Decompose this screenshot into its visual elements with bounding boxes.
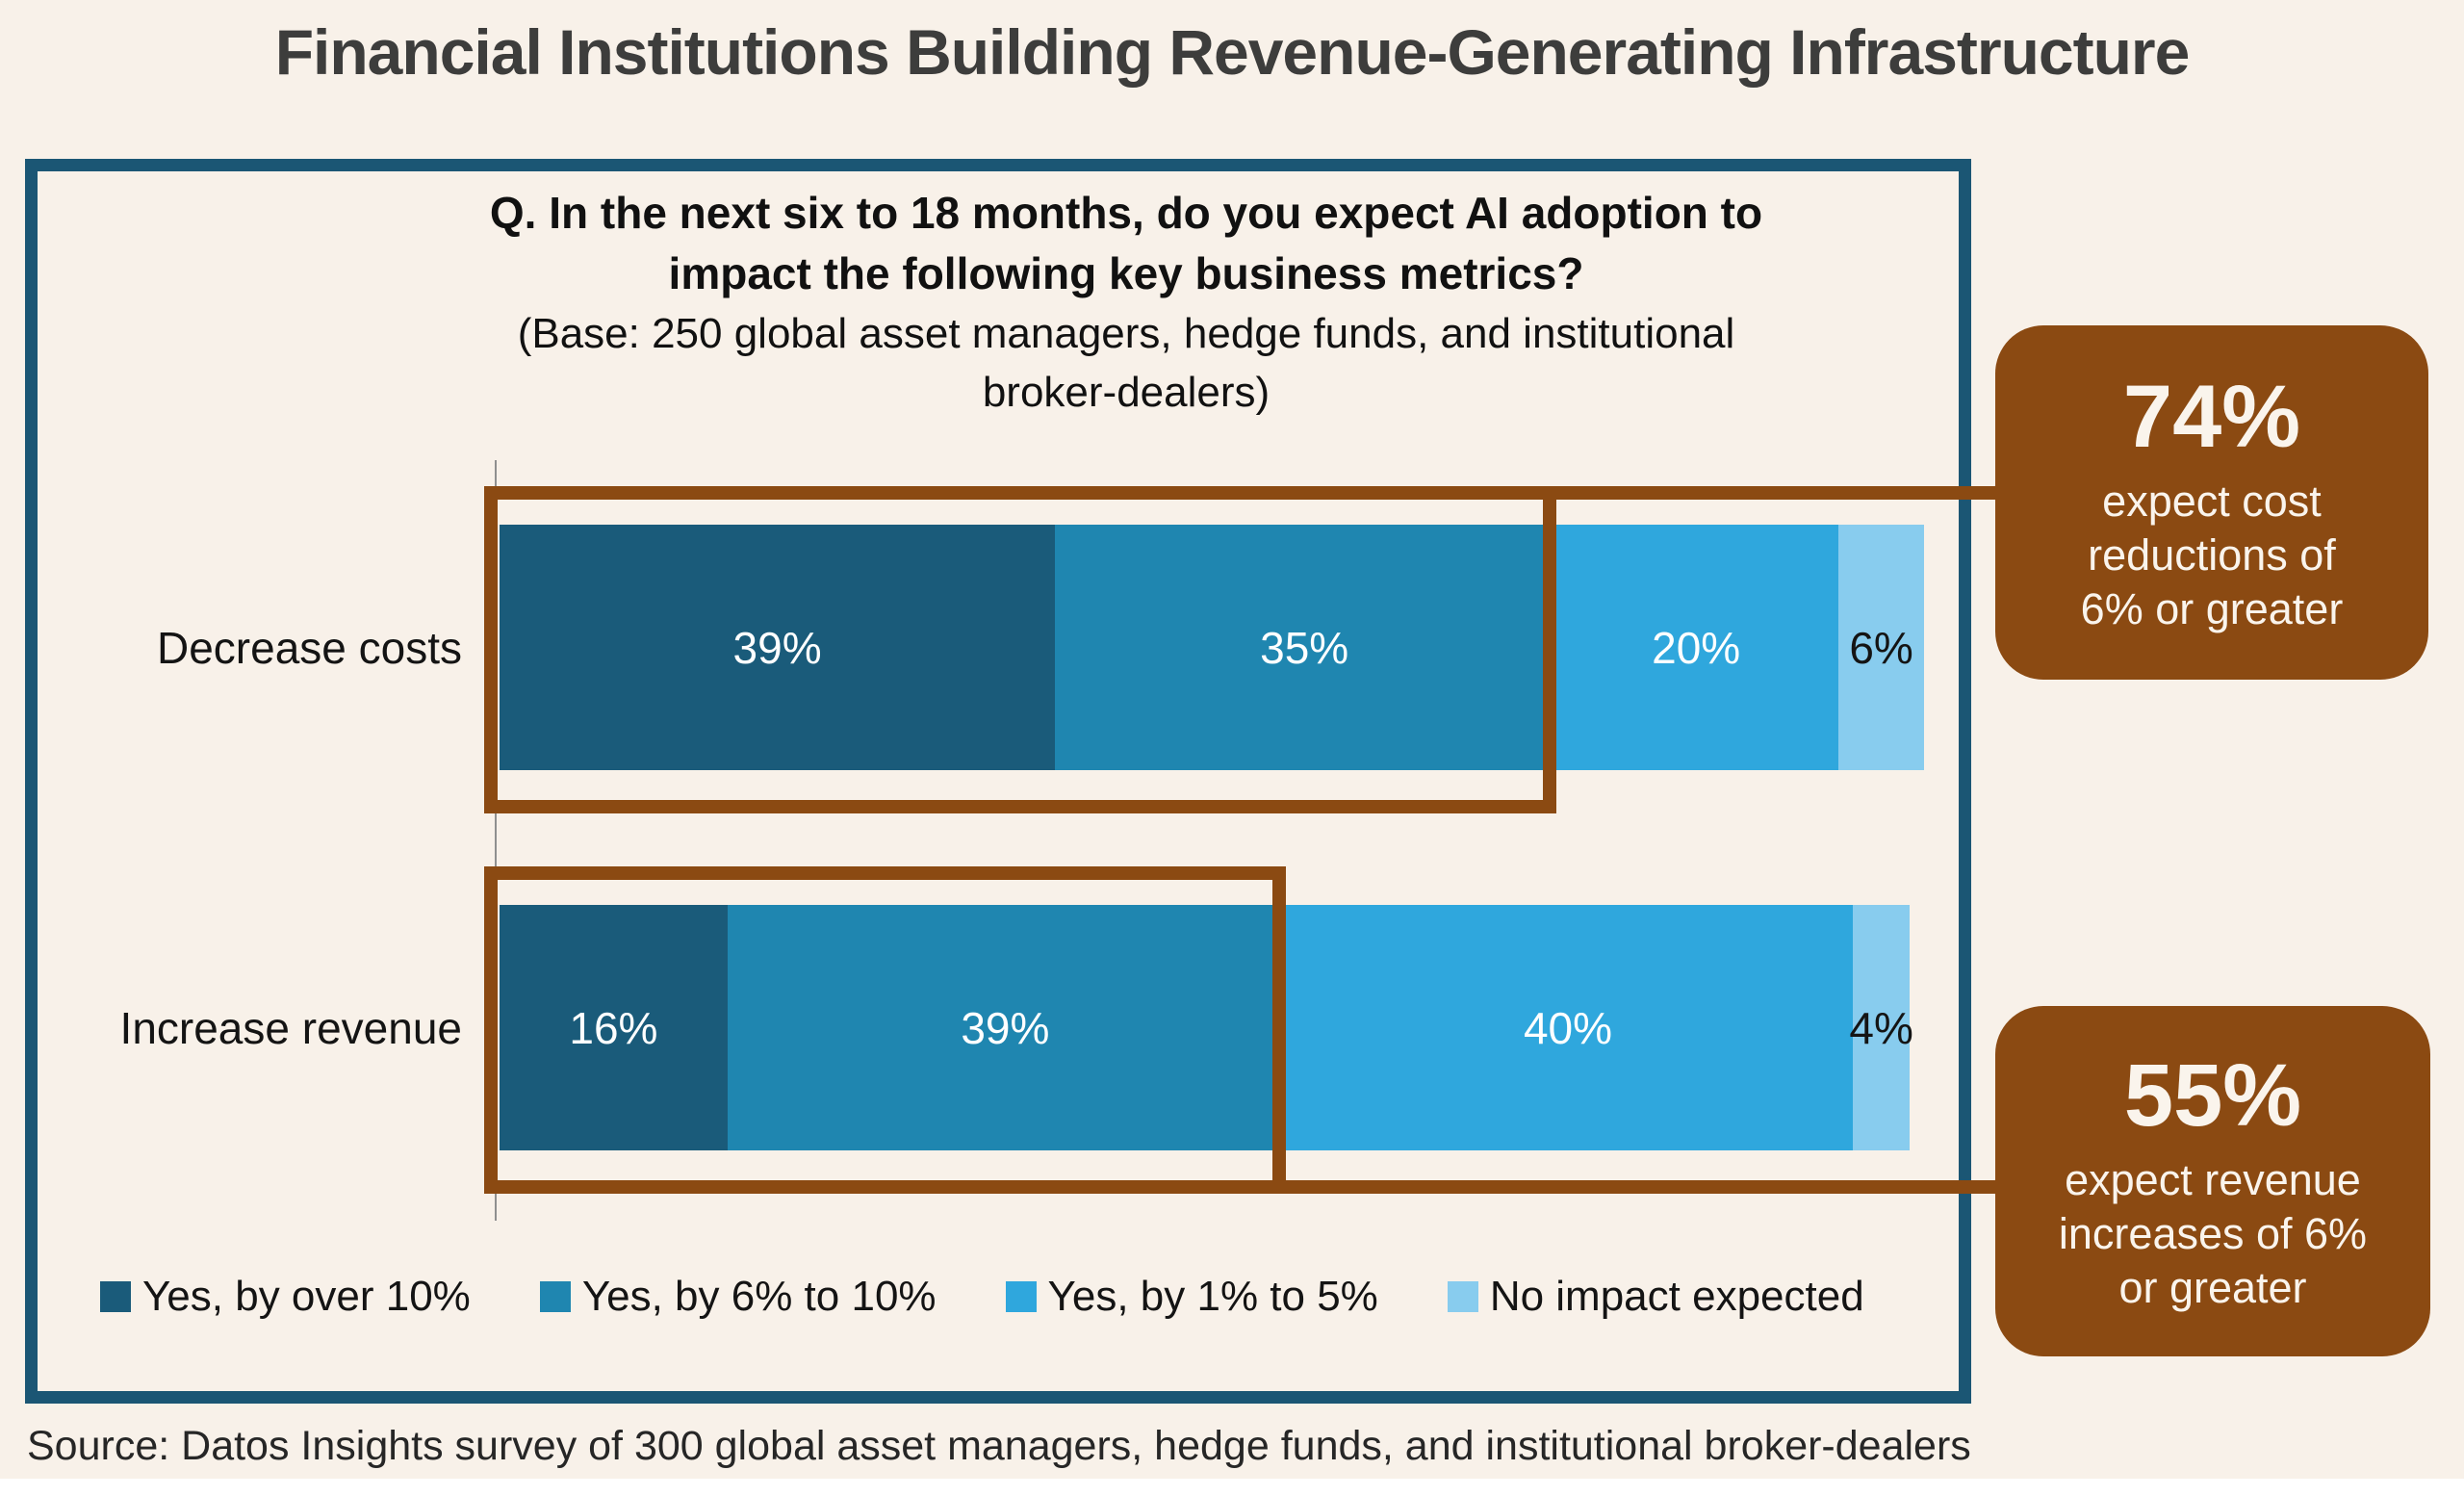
bar-segment: 16% [500, 905, 728, 1150]
segment-value-label: 40% [1523, 1002, 1613, 1053]
legend-item: No impact expected [1447, 1273, 1864, 1321]
bar-segment: 39% [727, 905, 1283, 1150]
connector-line-74 [1543, 486, 1995, 500]
highlight-bracket-increase-revenue [484, 866, 1286, 1194]
callout-text-line: expect revenue [2065, 1155, 2361, 1204]
legend-swatch [539, 1281, 571, 1312]
legend-label: Yes, by 6% to 10% [581, 1273, 937, 1320]
chart-title: Financial Institutions Building Revenue-… [274, 16, 2191, 88]
callout-value: 55% [2123, 1046, 2302, 1145]
callout-text-line: 6% or greater [2080, 584, 2344, 633]
survey-question-line: impact the following key business metric… [668, 248, 1584, 298]
segment-value-label: 16% [569, 1002, 658, 1053]
legend-swatch [1447, 1281, 1478, 1312]
callout-74-percent: 74% expect cost reductions of 6% or grea… [1995, 325, 2428, 680]
legend-label: Yes, by over 10% [142, 1273, 471, 1320]
callout-text: expect cost reductions of 6% or greater [2081, 475, 2344, 636]
callout-text-line: reductions of [2088, 530, 2336, 580]
connector-line-55 [1272, 1180, 1995, 1194]
source-note: Source: Datos Insights survey of 300 glo… [27, 1423, 1971, 1469]
segment-value-label: 20% [1652, 622, 1741, 673]
legend-swatch [1005, 1281, 1037, 1312]
legend: Yes, by over 10% Yes, by 6% to 10% Yes, by… [100, 1273, 1864, 1321]
segment-value-label: 6% [1849, 622, 1913, 673]
legend-item: Yes, by 6% to 10% [539, 1273, 937, 1321]
legend-item: Yes, by 1% to 5% [1005, 1273, 1378, 1321]
legend-label: Yes, by 1% to 5% [1047, 1273, 1378, 1320]
bar-segment: 6% [1838, 525, 1924, 770]
segment-value-label: 4% [1849, 1002, 1913, 1053]
callout-55-percent: 55% expect revenue increases of 6% or gr… [1995, 1006, 2430, 1356]
legend-label: No impact expected [1489, 1273, 1864, 1320]
callout-value: 74% [2122, 368, 2301, 466]
bar-segment: 4% [1849, 905, 1913, 1150]
main-box [25, 159, 1971, 1404]
category-label: Increase revenue [119, 1002, 462, 1053]
callout-text-line: or greater [2118, 1263, 2307, 1312]
bar-segment: 40% [1283, 905, 1853, 1150]
callout-text-line: increases of 6% [2058, 1209, 2368, 1258]
bar-segment: 20% [1553, 525, 1839, 770]
segment-value-label: 39% [961, 1002, 1050, 1053]
segment-value-label: 39% [732, 622, 822, 673]
axis-line [495, 460, 497, 1221]
survey-question-block: Q. In the next six to 18 months, do you … [452, 183, 1800, 422]
survey-base-line: broker-dealers) [982, 369, 1270, 416]
category-label: Decrease costs [156, 622, 462, 673]
highlight-bracket-decrease-costs [484, 486, 1556, 813]
bar-segment: 39% [500, 525, 1056, 770]
survey-question-line: Q. In the next six to 18 months, do you … [489, 188, 1763, 238]
legend-swatch [100, 1281, 131, 1312]
legend-item: Yes, by over 10% [100, 1273, 471, 1321]
callout-text-line: expect cost [2102, 477, 2322, 526]
callout-text: expect revenue increases of 6% or greate… [2059, 1153, 2367, 1315]
segment-value-label: 35% [1260, 622, 1349, 673]
bar-segment: 35% [1055, 525, 1554, 770]
survey-base-line: (Base: 250 global asset managers, hedge … [517, 310, 1735, 357]
